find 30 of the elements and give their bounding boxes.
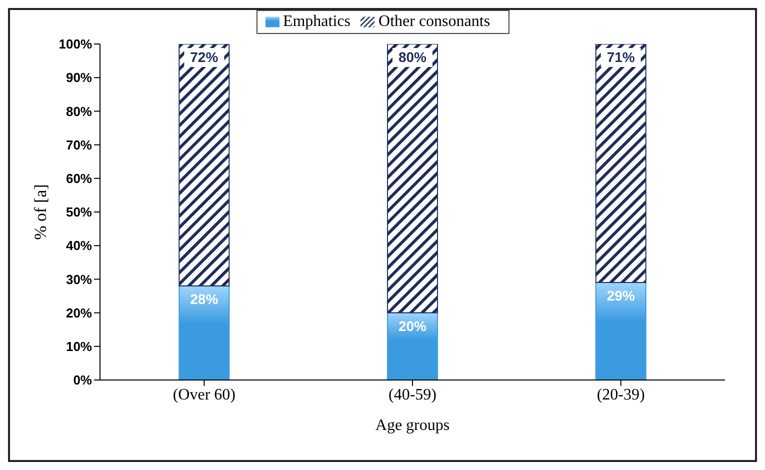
y-tick-label: 100% xyxy=(58,36,92,52)
text: 80% xyxy=(398,49,427,65)
legend-label: Emphatics xyxy=(282,13,351,30)
y-tick-label: 70% xyxy=(66,137,92,152)
x-axis-title: Age groups xyxy=(375,417,450,434)
text: 71% xyxy=(606,49,635,65)
bar xyxy=(595,282,646,380)
y-tick-label: 50% xyxy=(66,204,92,220)
y-tick-label: 10% xyxy=(66,339,92,354)
bar xyxy=(387,44,438,314)
bar xyxy=(387,312,438,380)
legend-label: Other consonants xyxy=(378,13,490,30)
y-tick-label: 30% xyxy=(66,272,92,287)
text: 72% xyxy=(190,49,218,65)
bar xyxy=(178,285,230,380)
y-tick-label: 20% xyxy=(66,305,92,320)
text: 28% xyxy=(190,290,218,307)
y-tick-label: 90% xyxy=(66,70,92,86)
x-tick-label: (Over 60) xyxy=(172,386,236,404)
bar xyxy=(595,44,646,284)
x-tick-label: (20-39) xyxy=(596,386,645,404)
x-tick-label: (40-59) xyxy=(388,386,436,404)
y-tick-label: 60% xyxy=(66,171,92,186)
text: 29% xyxy=(606,288,635,304)
y-tick-label: 0% xyxy=(73,372,92,388)
text: 20% xyxy=(398,318,427,334)
y-axis-title: % of [a] xyxy=(31,184,50,240)
y-tick-label: 80% xyxy=(66,104,92,119)
bar xyxy=(178,44,230,286)
y-tick-label: 40% xyxy=(66,238,92,254)
